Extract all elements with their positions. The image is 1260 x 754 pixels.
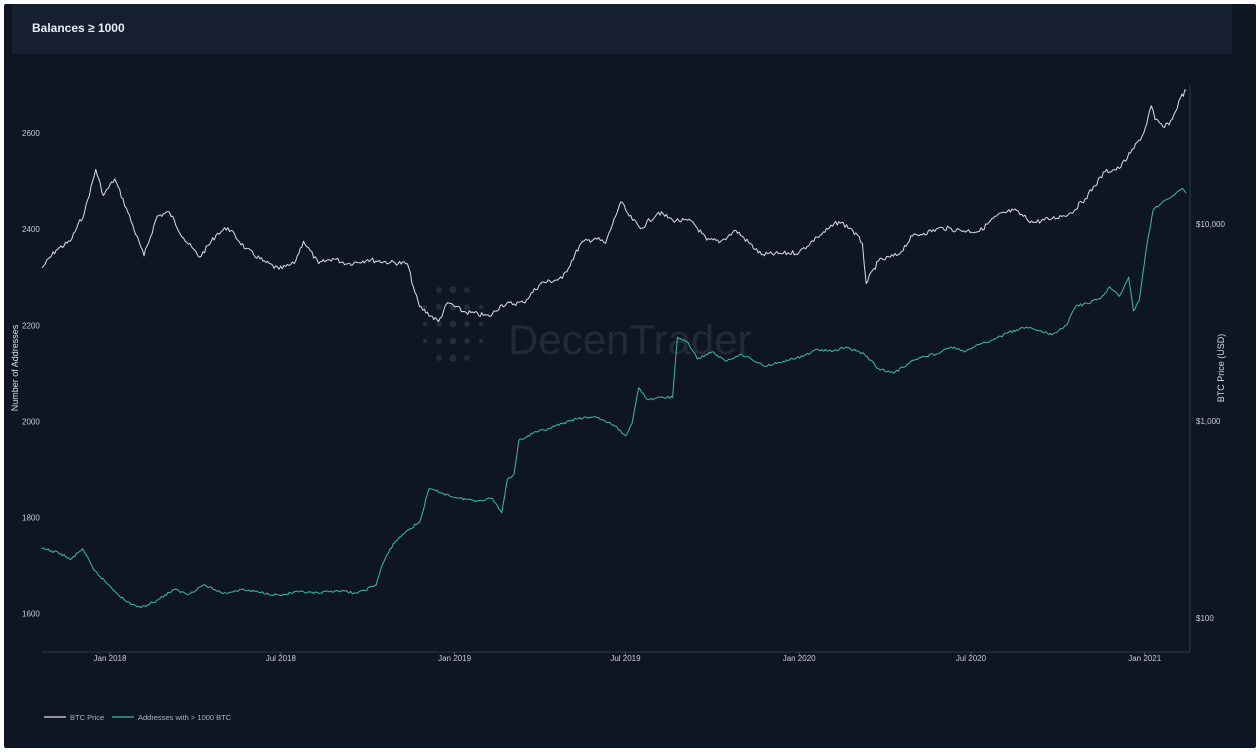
x-tick-label: Jan 2021 (1128, 654, 1161, 663)
title-bar: Balances ≥ 1000 (12, 4, 1232, 54)
legend-item-addresses[interactable]: Addresses with > 1000 BTC (112, 713, 232, 722)
chart-panel: Balances ≥ 1000 (4, 4, 1256, 748)
btc-price-line (41, 89, 1187, 323)
watermark: DecenTrader (422, 286, 752, 363)
x-tick-label: Jul 2020 (956, 654, 987, 663)
watermark-dot (464, 321, 470, 327)
watermark-dot (449, 286, 457, 294)
watermark-dot (449, 354, 457, 362)
watermark-dot (464, 304, 470, 310)
watermark-dot (478, 304, 484, 310)
y-tick-label: 2400 (22, 225, 40, 234)
legend[interactable]: BTC Price Addresses with > 1000 BTC (44, 713, 232, 722)
watermark-dot (436, 304, 442, 310)
x-tick-label: Jul 2019 (610, 654, 641, 663)
watermark-dot (422, 304, 428, 310)
watermark-dot (436, 321, 442, 327)
watermark-dot (449, 303, 457, 311)
x-tick-label: Jan 2018 (94, 654, 127, 663)
watermark-dot (478, 321, 484, 327)
watermark-text: DecenTrader (508, 316, 752, 363)
watermark-dot (478, 338, 484, 344)
legend-label: BTC Price (70, 713, 104, 722)
series-layer (41, 89, 1187, 609)
x-tick-label: Jul 2018 (266, 654, 297, 663)
y-tick-label: 2200 (22, 321, 40, 330)
watermark-dot (422, 321, 428, 327)
x-tick-label: Jan 2020 (783, 654, 816, 663)
addresses-line (41, 187, 1187, 609)
legend-item-btc-price[interactable]: BTC Price (44, 713, 104, 722)
y-tick-label: 2000 (22, 417, 40, 426)
y2-tick-label: $100 (1196, 614, 1214, 623)
watermark-dot (464, 355, 470, 361)
watermark-dot (464, 287, 470, 293)
y-axis-title: Number of Addresses (10, 324, 20, 411)
y2-tick-label: $1,000 (1196, 417, 1221, 426)
watermark-dot (449, 337, 457, 345)
watermark-dot (449, 320, 457, 328)
x-tick-label: Jan 2019 (438, 654, 471, 663)
chart-title: Balances ≥ 1000 (32, 21, 125, 35)
y-tick-label: 2600 (22, 129, 40, 138)
watermark-logo (422, 286, 484, 362)
axes: Jan 2018 Jul 2018 Jan 2019 Jul 2019 Jan 2020… (10, 85, 1226, 663)
watermark-dot (436, 287, 442, 293)
watermark-dot (422, 338, 428, 344)
y-tick-label: 1600 (22, 610, 40, 619)
y2-tick-label: $10,000 (1196, 220, 1225, 229)
y-tick-label: 1800 (22, 513, 40, 522)
watermark-dot (436, 355, 442, 361)
legend-label: Addresses with > 1000 BTC (138, 713, 232, 722)
watermark-dot (436, 338, 442, 344)
y2-axis-title: BTC Price (USD) (1216, 334, 1226, 403)
watermark-dot (464, 338, 470, 344)
